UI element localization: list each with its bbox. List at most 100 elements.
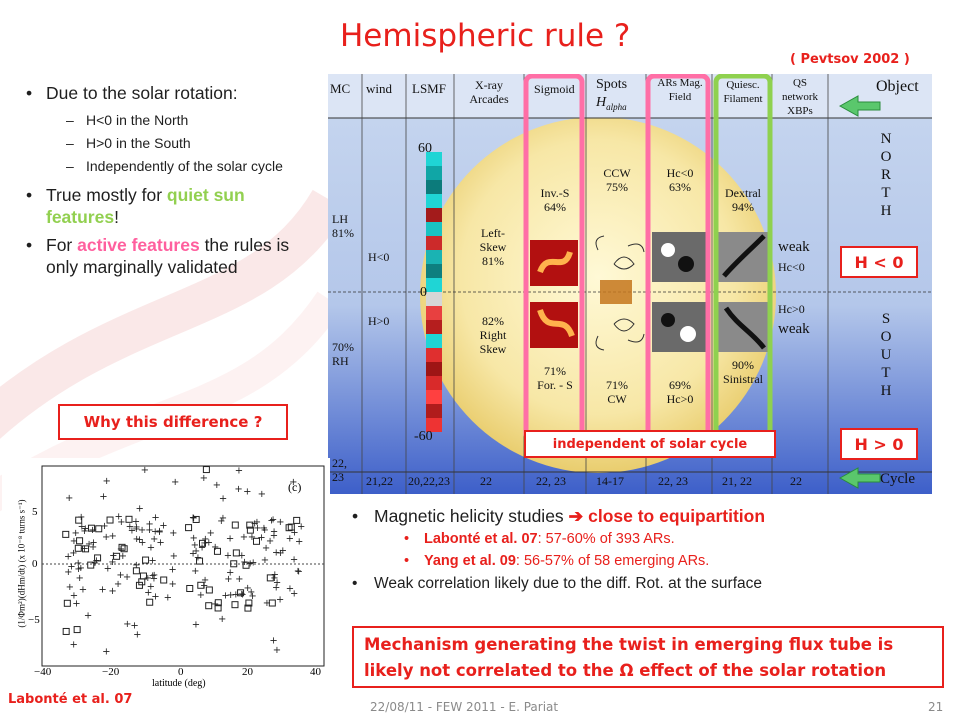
independent-of-cycle-label: independent of solar cycle (524, 430, 776, 458)
scatter-plus-mark: + (258, 489, 266, 500)
scatter-box-mark (76, 537, 84, 545)
scatter-plus-mark: + (123, 619, 131, 630)
why-difference-box: Why this difference ? (58, 404, 288, 440)
scatter-plus-mark: + (132, 524, 140, 535)
yang-reference: Yang et al. 09 (424, 553, 516, 569)
scatter-plus-mark: + (132, 522, 140, 533)
scatter-box-mark (199, 539, 207, 547)
scatter-box-mark (237, 589, 245, 597)
h-letter: H (596, 95, 607, 110)
cell-hc-pos-qs: Hc>0 (778, 302, 805, 316)
scatter-plus-mark: + (200, 538, 208, 549)
header-quiescent-filament: Quiesc. Filament (723, 79, 763, 105)
scatter-box-mark (293, 516, 301, 524)
scatter-plus-mark: + (79, 584, 87, 595)
cycle-ars: 22, 23 (658, 474, 688, 488)
hemispheric-rule-figure: MC wind LSMF X-ray Arcades Sigmoid Spots… (328, 74, 932, 494)
scatter-plus-mark: + (88, 525, 96, 536)
scatter-plus-mark: + (226, 568, 234, 579)
scatter-plus-mark: + (294, 567, 302, 578)
page-number: 21 (928, 700, 944, 714)
scatter-box-mark (74, 544, 82, 552)
cycle-qs: 22 (790, 474, 802, 488)
header-xray-arcades: X-ray Arcades (469, 78, 509, 106)
scatter-plus-mark: + (189, 549, 197, 560)
cell-cw: 71% CW (606, 378, 628, 406)
sub-bullet-yang: Yang et al. 09: 56-57% of 58 emerging AR… (352, 550, 942, 572)
scatter-plus-mark: + (64, 567, 72, 578)
slide-title: Hemispheric rule ? (340, 18, 631, 54)
cell-sinistral: 90% Sinistral (722, 358, 763, 386)
bullet-text: the rules is only marginally validated (46, 235, 290, 277)
scatter-plus-mark: + (217, 516, 225, 527)
cycle-mc: 22, 23 (332, 456, 347, 484)
sun-disk (420, 117, 776, 473)
mechanism-text: likely not correlated to the (364, 661, 620, 680)
scatter-plus-mark: + (98, 585, 106, 596)
scatter-plus-mark: + (156, 537, 164, 548)
scatter-plus-mark: + (72, 599, 80, 610)
scatter-plus-mark: + (248, 591, 256, 602)
scatter-plus-mark: + (232, 590, 240, 601)
scatter-plus-mark: + (191, 540, 199, 551)
scatter-box-mark (75, 516, 83, 524)
h-positive-label: H > 0 (840, 428, 918, 460)
scatter-plus-mark: + (219, 493, 227, 504)
scatter-plus-mark: + (109, 531, 117, 542)
scatter-plus-mark: + (147, 542, 155, 553)
scatter-plus-mark: + (91, 558, 99, 569)
scatter-plus-mark: + (89, 542, 97, 553)
cycle-wind: 21,22 (366, 474, 393, 488)
scatter-box-mark (230, 560, 238, 568)
scatter-plus-mark: + (155, 526, 163, 537)
y-tick: 5 (32, 506, 38, 518)
scatter-plus-mark: + (100, 521, 108, 532)
scatter-plus-mark: + (148, 571, 156, 582)
scatter-plus-mark: + (130, 621, 138, 632)
mechanism-conclusion-box: Mechanism generating the twist in emergi… (352, 626, 944, 688)
sub-bullet-cycle: Independently of the solar cycle (22, 156, 322, 176)
scatter-plus-mark: + (290, 555, 298, 566)
scatter-plus-mark: + (114, 579, 122, 590)
scatter-box-mark (266, 574, 274, 582)
scatter-box-mark (205, 602, 213, 610)
scatter-plus-mark: + (132, 534, 140, 545)
scatter-plus-mark: + (270, 573, 278, 584)
scatter-plus-mark: + (191, 566, 199, 577)
sub-bullet-south: H>0 in the South (22, 133, 322, 153)
ar-magnetogram-north (652, 232, 706, 282)
scatter-box-mark (231, 521, 239, 529)
scatter-plus-mark: + (99, 491, 107, 502)
scatter-plus-mark: + (279, 545, 287, 556)
scatter-plus-mark: + (171, 477, 179, 488)
scatter-box-mark (232, 549, 240, 557)
slide-footer: 22/08/11 - FEW 2011 - E. Pariat (370, 700, 559, 714)
scatter-plus-mark: + (211, 542, 219, 553)
scatter-plus-mark: + (92, 556, 100, 567)
scatter-box-mark (205, 586, 213, 594)
scatter-plus-mark: + (145, 519, 153, 530)
panel-label: (c) (288, 480, 302, 494)
scatter-box-mark (252, 537, 260, 545)
scatter-plus-mark: + (269, 514, 277, 525)
header-sigmoid: Sigmoid (534, 82, 575, 96)
quiet-sun-highlight: quiet sun features (46, 185, 245, 227)
scatter-box-mark (135, 581, 143, 589)
scatter-plus-mark: + (74, 558, 82, 569)
scatter-box-mark (87, 561, 95, 569)
y-tick: −5 (28, 614, 40, 626)
scatter-plus-mark: + (168, 565, 176, 576)
bullet-quiet-sun: True mostly for quiet sun features! (22, 184, 322, 228)
x-tick: −20 (102, 666, 120, 678)
scatter-plus-mark: + (269, 636, 277, 647)
scatter-plus-mark: + (126, 521, 134, 532)
letter: U (880, 347, 892, 363)
scatter-plus-mark: + (211, 599, 219, 610)
scatter-plus-mark: + (238, 590, 246, 601)
scatter-box-mark (106, 516, 114, 524)
scatter-box-mark (246, 526, 254, 534)
scatter-plus-mark: + (155, 527, 163, 538)
scatter-plus-mark: + (70, 536, 78, 547)
scatter-plus-mark: + (192, 546, 200, 557)
mechanism-line-1: Mechanism generating the twist in emergi… (364, 635, 894, 654)
